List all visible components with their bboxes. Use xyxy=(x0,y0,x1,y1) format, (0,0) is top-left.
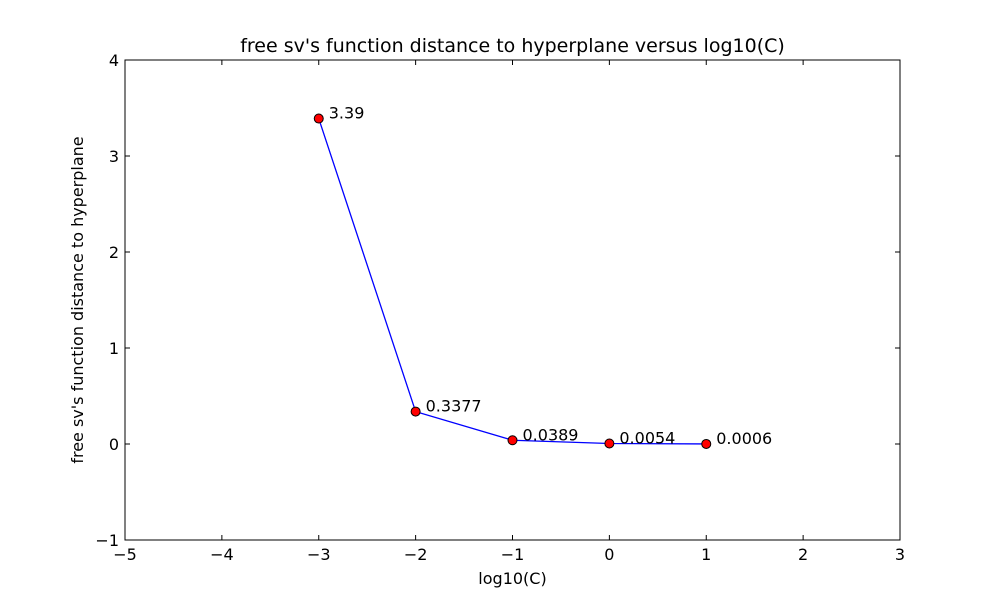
y-axis-title: free sv's function distance to hyperplan… xyxy=(68,136,87,463)
y-tick-label: 3 xyxy=(109,147,119,166)
data-point xyxy=(604,438,615,449)
plot-area xyxy=(124,59,901,541)
x-tick-label: 0 xyxy=(604,545,614,564)
y-tick-label: 0 xyxy=(109,435,119,454)
x-tick-label: 2 xyxy=(798,545,808,564)
y-tick-label: −1 xyxy=(95,531,119,550)
x-tick-label: −2 xyxy=(404,545,428,564)
data-point-label: 0.0389 xyxy=(523,425,579,444)
data-point xyxy=(313,113,324,124)
x-tick-label: −4 xyxy=(210,545,234,564)
x-tick-label: 1 xyxy=(701,545,711,564)
data-labels: 3.39 0.3377 0.0389 0.0054 0.0006 xyxy=(329,104,772,448)
x-tick-label: 3 xyxy=(895,545,905,564)
y-tick-label: 1 xyxy=(109,339,119,358)
data-point-label: 3.39 xyxy=(329,104,365,123)
y-tick-label: 2 xyxy=(109,243,119,262)
x-axis-title: log10(C) xyxy=(478,569,546,588)
data-point xyxy=(507,435,518,446)
data-point-label: 0.3377 xyxy=(426,397,482,416)
data-series xyxy=(313,113,712,449)
y-tick-label: 4 xyxy=(109,51,119,70)
data-point-label: 0.0054 xyxy=(619,428,675,447)
data-point-label: 0.0006 xyxy=(716,429,772,448)
axis-ticks: −5 −4 −3 −2 −1 0 1 2 3 −1 0 1 2 3 4 xyxy=(95,51,905,564)
x-tick-label: −5 xyxy=(113,545,137,564)
chart-title: free sv's function distance to hyperplan… xyxy=(240,35,785,57)
data-point xyxy=(701,438,712,449)
x-tick-label: −3 xyxy=(307,545,331,564)
plot-frame xyxy=(124,59,901,541)
data-point xyxy=(410,406,421,417)
x-tick-label: −1 xyxy=(501,545,525,564)
